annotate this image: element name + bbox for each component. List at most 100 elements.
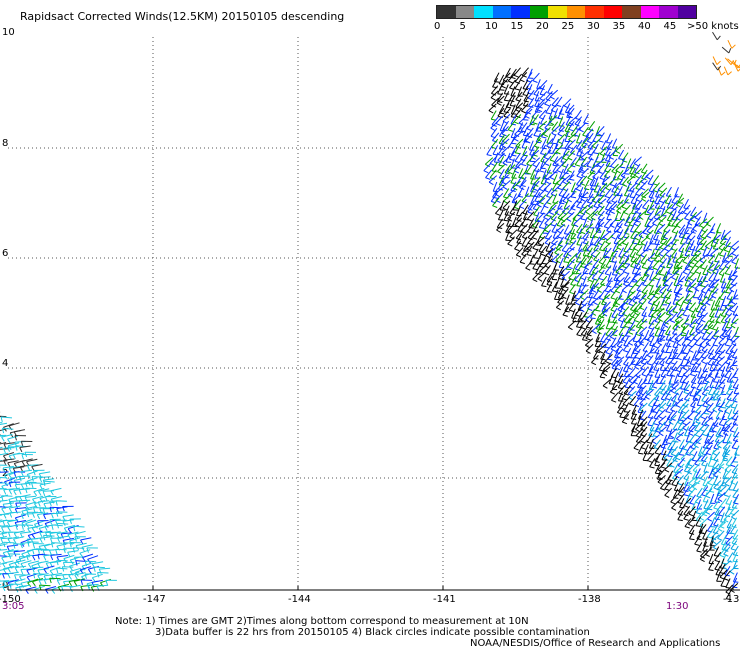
wind-barb <box>628 332 633 334</box>
wind-barb <box>522 230 529 238</box>
wind-barb <box>642 307 647 316</box>
wind-barb <box>505 215 510 216</box>
wind-barb <box>85 561 96 562</box>
wind-barb <box>537 132 544 139</box>
wind-barb <box>713 336 718 345</box>
wind-barb <box>631 194 636 203</box>
wind-barb <box>63 515 74 517</box>
wind-barb <box>623 228 628 237</box>
wind-barb <box>665 495 670 497</box>
wind-barb <box>8 568 10 572</box>
wind-barb <box>685 527 690 529</box>
wind-barb <box>564 262 569 263</box>
wind-barb <box>703 272 708 281</box>
wind-barb <box>641 188 646 190</box>
wind-barb <box>677 337 684 344</box>
wind-barb <box>706 496 711 498</box>
wind-barb <box>689 514 694 516</box>
wind-barb <box>701 361 706 363</box>
wind-barb <box>630 284 636 292</box>
wind-barb <box>712 289 719 296</box>
wind-barb <box>545 104 550 106</box>
wind-barb <box>680 235 684 244</box>
wind-barb <box>0 531 1 532</box>
wind-barb <box>666 412 671 413</box>
wind-barb <box>697 381 702 390</box>
wind-barb <box>623 307 630 315</box>
wind-barb <box>52 525 53 530</box>
wind-barb <box>51 555 53 560</box>
wind-barb <box>608 359 613 360</box>
wind-barb <box>575 303 580 305</box>
wind-barb <box>551 212 558 219</box>
wind-barb <box>708 345 714 353</box>
wind-barb <box>22 525 23 530</box>
wind-barb <box>94 567 105 568</box>
wind-barb <box>541 204 546 213</box>
wind-barb <box>685 426 689 435</box>
lon-label: -138 <box>578 594 601 605</box>
wind-barb <box>664 249 668 251</box>
wind-barb <box>487 146 492 155</box>
wind-barb <box>511 143 516 144</box>
wind-barb <box>81 538 92 540</box>
wind-barb <box>503 187 507 190</box>
wind-barb <box>568 267 573 269</box>
wind-barb <box>504 100 509 101</box>
wind-barb <box>647 364 652 366</box>
wind-barb <box>0 483 7 484</box>
wind-barb <box>563 315 568 317</box>
wind-barb <box>709 270 714 271</box>
wind-barb <box>34 492 37 496</box>
wind-barb <box>508 130 513 132</box>
wind-barb <box>686 251 691 252</box>
wind-barb <box>661 467 666 469</box>
wind-barb <box>642 199 646 202</box>
note-line-1: Note: 1) Times are GMT 2)Times along bot… <box>115 616 529 627</box>
wind-barb <box>676 398 683 405</box>
wind-barb <box>673 312 678 313</box>
wind-barb <box>14 430 25 432</box>
wind-barb <box>695 435 700 437</box>
wind-barb <box>622 207 627 209</box>
wind-barb <box>484 164 491 171</box>
wind-barb <box>586 344 593 351</box>
wind-barb <box>640 441 645 443</box>
wind-barb <box>51 488 62 490</box>
wind-barb <box>704 463 708 472</box>
wind-barb <box>623 272 628 274</box>
wind-barb <box>58 587 61 591</box>
wind-barb <box>695 544 700 545</box>
wind-barb <box>527 164 532 166</box>
wind-barb <box>497 103 502 105</box>
wind-barb <box>730 310 735 312</box>
wind-barb <box>567 219 571 221</box>
wind-barb <box>57 560 68 561</box>
wind-barb <box>688 338 695 346</box>
wind-barb <box>38 501 49 502</box>
wind-barb <box>499 178 504 179</box>
wind-barb <box>39 580 41 585</box>
wind-barb <box>719 416 724 425</box>
wind-barb <box>551 187 558 194</box>
wind-barb <box>619 159 624 160</box>
wind-barb <box>701 471 708 479</box>
wind-barb <box>634 157 642 164</box>
wind-barb <box>673 421 678 430</box>
wind-barb <box>81 540 84 544</box>
wind-barb <box>534 249 539 258</box>
wind-barb <box>9 490 11 494</box>
wind-barb <box>592 331 596 334</box>
wind-barb <box>20 448 22 452</box>
wind-barb <box>643 460 648 461</box>
wind-barb <box>558 237 563 238</box>
wind-barb <box>684 351 689 360</box>
wind-barb <box>629 404 634 406</box>
wind-barb <box>34 508 36 513</box>
wind-barb <box>52 543 63 544</box>
wind-barb <box>514 75 519 77</box>
wind-barb <box>27 471 37 475</box>
wind-barb <box>493 206 498 208</box>
wind-barb <box>44 481 55 482</box>
